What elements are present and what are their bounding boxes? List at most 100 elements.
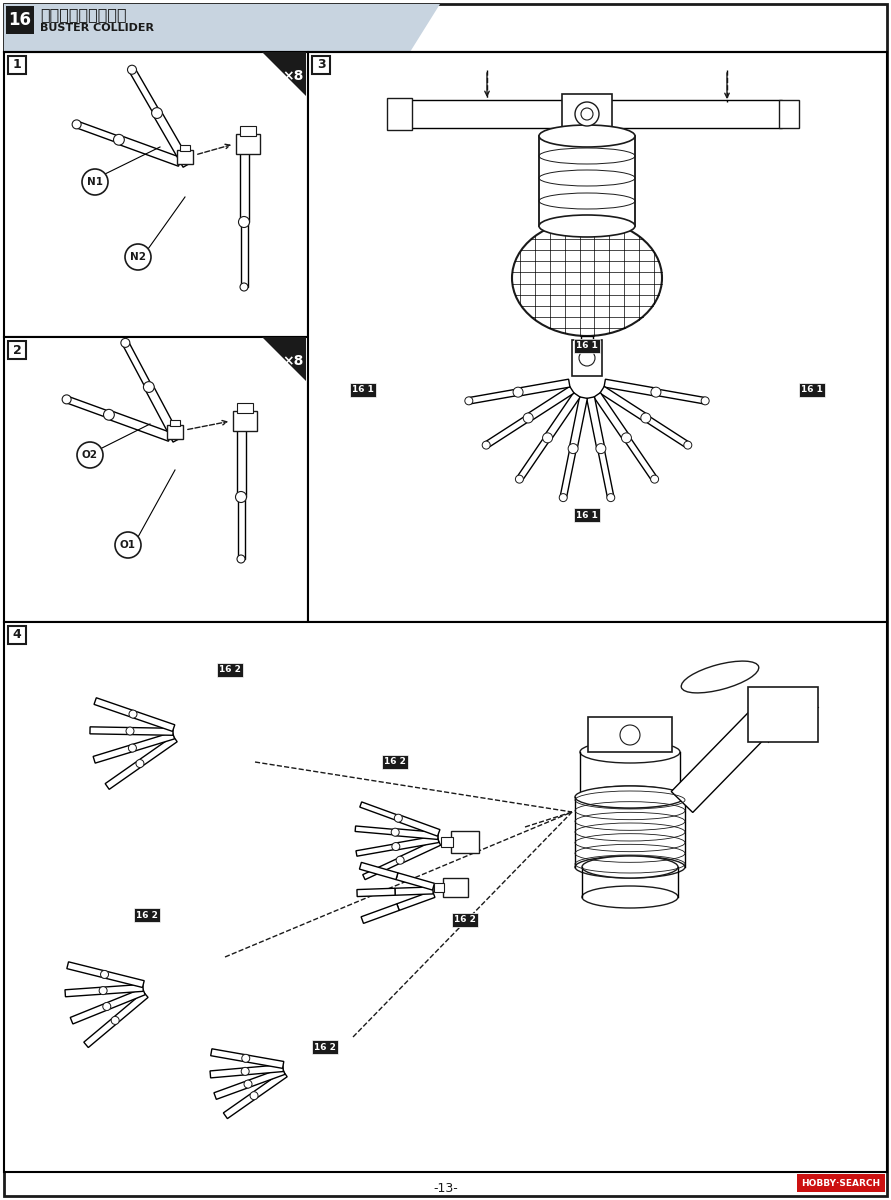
Text: O1: O1 [120,540,136,550]
Polygon shape [485,415,530,448]
Text: ×8: ×8 [282,354,304,368]
Ellipse shape [582,886,678,908]
Circle shape [579,350,595,366]
Circle shape [101,971,109,978]
Bar [134,908,160,922]
Circle shape [151,108,162,119]
Polygon shape [94,697,135,718]
Polygon shape [396,872,435,890]
Circle shape [621,433,632,443]
Polygon shape [214,1081,249,1099]
Polygon shape [252,1072,287,1098]
Circle shape [99,986,107,995]
Polygon shape [544,392,580,440]
Text: ×8: ×8 [282,70,304,83]
Ellipse shape [539,125,635,146]
Circle shape [568,444,578,454]
Polygon shape [398,839,441,864]
Text: 1: 1 [12,59,21,72]
Text: 16 2: 16 2 [219,666,241,674]
Bar [572,340,602,376]
Bar [4,52,308,337]
Circle shape [581,108,593,120]
Polygon shape [210,1068,246,1078]
Circle shape [126,727,134,736]
Circle shape [515,475,523,484]
Polygon shape [644,415,690,448]
Polygon shape [105,989,145,1009]
Circle shape [391,828,399,836]
Text: HOBBY·SEARCH: HOBBY·SEARCH [801,1178,880,1188]
Text: 16 2: 16 2 [384,757,406,767]
Bar [180,145,190,151]
Polygon shape [4,4,440,52]
Bar [167,425,183,439]
Polygon shape [153,110,191,167]
Polygon shape [395,829,438,840]
Circle shape [121,338,130,347]
Polygon shape [262,52,306,96]
Ellipse shape [539,215,635,236]
Text: 16: 16 [9,11,31,29]
Polygon shape [113,992,148,1024]
Circle shape [72,120,81,128]
Text: 3: 3 [316,59,325,72]
Circle shape [523,413,533,422]
Circle shape [683,442,691,449]
Text: N1: N1 [87,176,103,187]
Polygon shape [245,1064,283,1075]
Polygon shape [359,863,398,880]
Circle shape [240,283,248,290]
Polygon shape [356,826,396,835]
Polygon shape [624,436,658,481]
Circle shape [143,382,154,392]
Circle shape [392,842,400,851]
Circle shape [77,442,103,468]
Bar [4,622,887,1172]
Polygon shape [247,1068,285,1087]
Polygon shape [238,497,244,559]
Polygon shape [361,904,399,923]
Circle shape [543,433,552,443]
Polygon shape [118,136,182,167]
Ellipse shape [582,856,678,878]
Bar [6,6,34,34]
Polygon shape [560,448,576,498]
Polygon shape [395,887,433,895]
Text: 4: 4 [12,629,21,642]
Text: 16 1: 16 1 [576,510,598,520]
Polygon shape [138,736,177,767]
Polygon shape [357,888,395,896]
Polygon shape [356,844,396,857]
Polygon shape [70,1003,108,1024]
Polygon shape [108,410,172,442]
Circle shape [575,102,599,126]
Polygon shape [578,232,596,236]
Polygon shape [600,386,648,421]
Bar [237,403,253,413]
Text: N2: N2 [130,252,146,262]
Circle shape [395,814,403,822]
Polygon shape [598,448,614,498]
Polygon shape [241,222,248,287]
Polygon shape [131,732,175,751]
Polygon shape [132,710,175,732]
Bar [8,56,26,74]
Polygon shape [224,1093,256,1118]
Bar [574,508,600,522]
Bar [217,662,243,677]
Polygon shape [569,397,587,450]
Text: 16 1: 16 1 [576,342,598,350]
Polygon shape [129,68,159,115]
Bar [387,98,412,130]
Circle shape [465,397,473,404]
Bar [574,338,600,353]
Polygon shape [671,712,771,812]
Polygon shape [360,802,399,821]
Bar [233,410,257,431]
Polygon shape [240,152,249,222]
Circle shape [62,395,71,404]
Circle shape [396,857,405,864]
Polygon shape [396,890,435,911]
Bar [441,838,453,847]
